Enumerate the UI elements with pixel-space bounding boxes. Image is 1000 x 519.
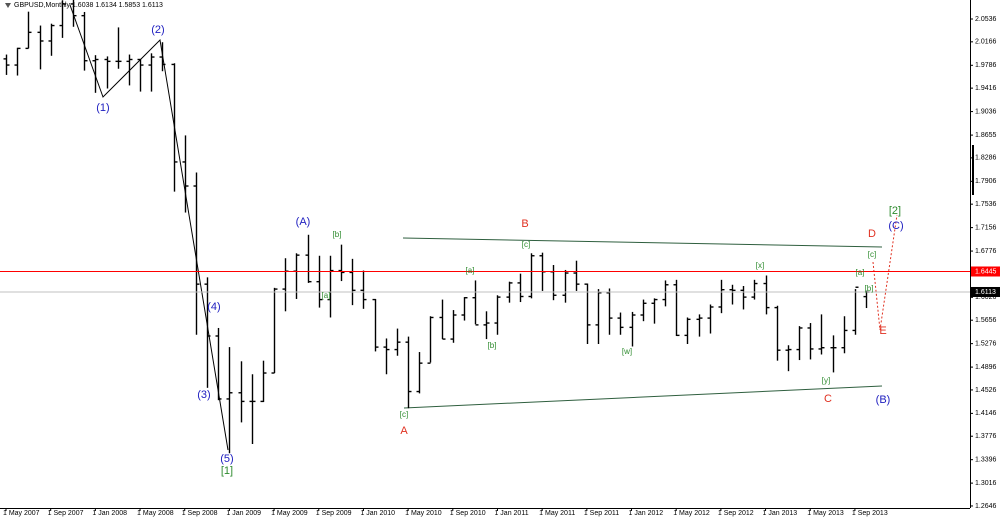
y-tick-label: 1.4896 (975, 364, 997, 371)
last-price-box (971, 286, 1000, 297)
wave-label: (5) (220, 453, 233, 465)
wave-label: [a] (466, 266, 475, 275)
y-tick-label: 1.7156 (975, 224, 997, 231)
x-tick-label: 1 Sep 2007 (48, 510, 84, 517)
y-tick-label: 1.3016 (975, 480, 997, 487)
wave-line (69, 4, 229, 451)
x-tick-label: 1 May 2010 (405, 510, 442, 517)
x-tick-label: 1 Sep 2012 (718, 510, 754, 517)
y-tick-label: 1.4146 (975, 410, 997, 417)
wave-label: B (521, 218, 528, 230)
menu-icon[interactable] (5, 3, 11, 8)
wave-label: [c] (868, 250, 876, 259)
x-tick-label: 1 Jan 2008 (92, 510, 127, 517)
y-tick-label: 1.7906 (975, 178, 997, 185)
x-tick-label: 1 Jan 2012 (629, 510, 664, 517)
x-tick-label: 1 Jan 2009 (226, 510, 261, 517)
wave-label: (B) (876, 394, 891, 406)
x-tick-label: 1 Jan 2010 (360, 510, 395, 517)
wave-label: E (879, 325, 886, 337)
wave-label: (A) (296, 216, 311, 228)
projection-line (872, 214, 898, 331)
wave-label: [b] (865, 284, 874, 293)
wave-label: (C) (888, 220, 903, 232)
y-tick-label: 1.4526 (975, 387, 997, 394)
wave-label: A (400, 425, 408, 437)
wave-label: [b] (488, 341, 497, 350)
y-tick-label: 1.5656 (975, 317, 997, 324)
x-tick-label: 1 Jan 2013 (763, 510, 798, 517)
bars (3, 0, 870, 454)
y-tick-label: 1.6026 (975, 294, 997, 301)
x-tick-label: 1 May 2013 (807, 510, 844, 517)
x-tick-label: 1 May 2011 (539, 510, 575, 517)
y-tick-label: 1.9416 (975, 85, 997, 92)
wave-label: (4) (207, 301, 220, 313)
level-label: 1.6445 (975, 268, 997, 275)
y-tick-label: 1.5276 (975, 340, 997, 347)
x-tick-label: 1 May 2012 (673, 510, 710, 517)
y-tick-label: 1.9786 (975, 62, 997, 69)
wave-label: (2) (151, 24, 164, 36)
wave-label: [b] (333, 230, 342, 239)
wave-label: [c] (400, 410, 408, 419)
y-tick-label: 2.0536 (975, 16, 997, 23)
y-tick-label: 1.9036 (975, 108, 997, 115)
x-tick-label: 1 Sep 2009 (316, 510, 352, 517)
y-tick-label: 1.6776 (975, 248, 997, 255)
x-tick-label: 1 Sep 2010 (450, 510, 486, 517)
wave-label: (3) (197, 389, 210, 401)
y-tick-label: 2.0166 (975, 39, 997, 46)
trend-line (402, 237, 883, 248)
wave-label: [y] (822, 376, 830, 385)
wave-label: C (824, 393, 832, 405)
wave-label: [1] (221, 465, 233, 477)
chart-title: GBPUSD,Monthly 1.6038 1.6134 1.5853 1.61… (14, 2, 163, 9)
x-tick-label: 1 May 2007 (3, 510, 40, 517)
wave-label: D (868, 228, 876, 240)
wave-label: [a] (856, 268, 865, 277)
wave-label: (1) (96, 102, 109, 114)
wave-label: [w] (622, 347, 632, 356)
y-tick-label: 1.8286 (975, 155, 997, 162)
wave-label: [2] (889, 205, 901, 217)
wave-label: [c] (522, 240, 530, 249)
last-price-label: 1.6113 (975, 289, 996, 296)
y-tick-label: 1.3776 (975, 433, 997, 440)
scroll-marker (972, 145, 974, 195)
x-tick-label: 1 Sep 2013 (852, 510, 888, 517)
x-tick-label: 1 May 2009 (271, 510, 308, 517)
trend-line (403, 385, 883, 409)
level-label-box (971, 266, 1000, 277)
wave-label: [x] (756, 261, 764, 270)
y-tick-label: 1.2646 (975, 503, 997, 510)
x-tick-label: 1 Jan 2011 (494, 510, 528, 517)
y-tick-label: 1.8655 (975, 132, 997, 139)
y-tick-label: 1.7536 (975, 201, 997, 208)
x-tick-label: 1 Sep 2011 (584, 510, 619, 517)
x-tick-label: 1 Sep 2008 (182, 510, 218, 517)
x-tick-label: 1 May 2008 (137, 510, 174, 517)
wave-label: [a] (322, 291, 331, 300)
y-tick-label: 1.3396 (975, 457, 997, 464)
drawings (69, 4, 898, 451)
